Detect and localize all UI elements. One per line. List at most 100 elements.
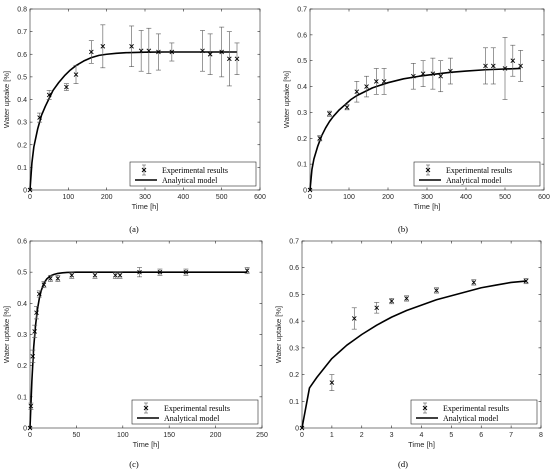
- data-point: [438, 73, 443, 79]
- y-tick-label: 0.5: [297, 58, 307, 65]
- data-point: [129, 44, 134, 49]
- x-tick-label: 0: [300, 432, 304, 439]
- x-tick-label: 500: [499, 194, 511, 201]
- chart-panel-b: 0 100 200 300 400 500 600 0 0.1 0.2 0.3 0.4 0.5 0.6 0.…: [282, 7, 550, 212]
- data-point: [219, 49, 224, 55]
- x-tick-label: 7: [509, 432, 513, 439]
- chart-panel-d: 0 1 2 3 4 5 6 7 8 0 0.1 0.2 0.3 0.4 0.5 0.6 0.7 Time [h] W…: [274, 239, 543, 450]
- data-point: [327, 111, 332, 117]
- x-axis-label: Time [h]: [133, 440, 160, 449]
- y-tick-label: 0.7: [17, 29, 27, 36]
- data-point: [27, 425, 33, 431]
- y-tick-label: 0.2: [17, 363, 27, 370]
- y-tick-label: 0.3: [17, 332, 27, 339]
- data-point: [374, 305, 380, 311]
- data-point: [430, 71, 436, 76]
- data-point: [146, 48, 152, 54]
- data-point: [354, 89, 360, 95]
- y-tick-label: 0.4: [297, 84, 307, 91]
- data-point: [434, 288, 439, 293]
- y-tick-label: 0.6: [17, 239, 27, 246]
- y-tick-label: 0.4: [289, 319, 299, 326]
- x-tick-label: 8: [539, 432, 543, 439]
- data-point: [30, 353, 36, 359]
- y-tick-label: 0.4: [17, 301, 27, 308]
- x-tick-label: 400: [460, 194, 472, 201]
- legend-box: [129, 161, 257, 187]
- y-tick-label: 0.1: [17, 165, 27, 172]
- y-tick-label: 0.2: [289, 372, 299, 379]
- data-point: [46, 92, 52, 98]
- caption-d: (d): [398, 459, 408, 469]
- data-point: [169, 49, 175, 55]
- data-point: [157, 269, 163, 275]
- y-axis-label: Water uptake [%]: [2, 306, 11, 363]
- legend-label-experimental: Experimental results: [164, 404, 230, 413]
- x-tick-label: 600: [254, 194, 266, 201]
- data-point: [32, 329, 37, 334]
- y-tick-label: 0.5: [17, 270, 27, 277]
- data-point: [113, 272, 118, 278]
- x-tick-label: 100: [117, 432, 129, 439]
- y-tick-label: 0: [23, 426, 27, 433]
- legend-box: [410, 399, 538, 425]
- y-tick-label: 0.7: [289, 239, 299, 246]
- x-tick-label: 0: [28, 432, 32, 439]
- data-point: [299, 425, 305, 431]
- data-point: [92, 272, 98, 278]
- y-tick-label: 0.1: [289, 399, 299, 406]
- data-point: [156, 49, 161, 55]
- x-axis-label: Time [h]: [414, 202, 441, 211]
- x-tick-label: 4: [420, 432, 424, 439]
- data-point: [37, 115, 42, 120]
- data-point: [48, 276, 53, 281]
- x-tick-label: 3: [390, 432, 394, 439]
- data-point: [55, 276, 61, 281]
- y-tick-label: 0.5: [289, 292, 299, 299]
- data-point: [307, 187, 313, 193]
- data-point: [344, 104, 350, 110]
- data-point: [389, 298, 394, 304]
- chart-panel-c: 0 50 100 150 200 250 0 0.1 0.2 0.3 0.4 0.5 0.6 Time […: [2, 239, 268, 450]
- y-tick-label: 0.3: [17, 120, 27, 127]
- data-point: [117, 272, 123, 278]
- x-tick-label: 150: [163, 432, 175, 439]
- caption-c: (c): [129, 459, 139, 469]
- x-axis-label: Time [h]: [408, 440, 435, 449]
- data-point: [420, 71, 426, 76]
- x-tick-label: 200: [382, 194, 394, 201]
- x-tick-label: 100: [62, 194, 74, 201]
- data-point: [502, 66, 508, 71]
- chart-panel-a: 0 100 200 300 400 500 600 0 0.1 0.2 0.3 0.4 0.5 0.6 0.…: [2, 7, 266, 212]
- data-point: [73, 72, 79, 77]
- series-line-analytical-model: [29, 51, 237, 191]
- data-point: [373, 79, 379, 84]
- y-tick-label: 0.2: [17, 142, 27, 149]
- data-point: [329, 380, 335, 385]
- data-point: [448, 68, 453, 74]
- y-tick-label: 0.3: [297, 110, 307, 117]
- legend-label-experimental: Experimental results: [162, 166, 228, 175]
- x-tick-label: 100: [343, 194, 355, 201]
- data-point: [483, 63, 488, 69]
- x-tick-label: 400: [177, 194, 189, 201]
- y-tick-label: 0.6: [17, 52, 27, 59]
- x-tick-label: 1: [330, 432, 334, 439]
- data-point: [183, 269, 189, 275]
- data-point: [34, 310, 39, 316]
- y-tick-label: 0: [303, 188, 307, 195]
- caption-a: (a): [129, 224, 139, 234]
- legend-label-model: Analytical model: [164, 414, 220, 423]
- data-point: [28, 403, 34, 409]
- data-point: [100, 44, 106, 49]
- x-tick-label: 200: [210, 432, 222, 439]
- data-point: [41, 282, 47, 287]
- x-tick-label: 300: [421, 194, 433, 201]
- x-tick-label: 300: [139, 194, 151, 201]
- y-tick-label: 0: [23, 188, 27, 195]
- data-point: [137, 269, 142, 275]
- y-tick-label: 0.8: [17, 7, 27, 14]
- legend-label-model: Analytical model: [443, 414, 499, 423]
- data-point: [381, 79, 387, 84]
